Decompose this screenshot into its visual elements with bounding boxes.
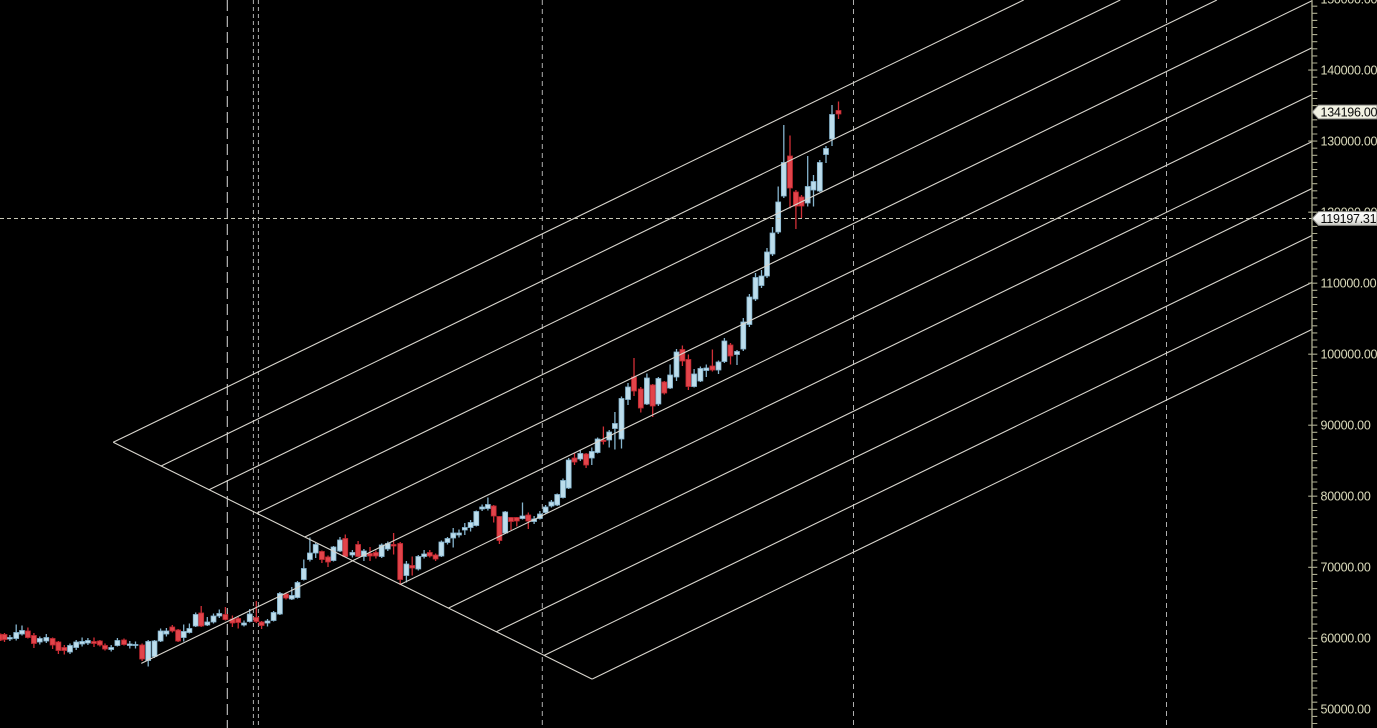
svg-text:130000.00: 130000.00 bbox=[1321, 135, 1377, 149]
svg-text:134196.00: 134196.00 bbox=[1321, 106, 1377, 120]
svg-text:70000.00: 70000.00 bbox=[1321, 561, 1371, 575]
svg-text:60000.00: 60000.00 bbox=[1321, 632, 1371, 646]
svg-text:90000.00: 90000.00 bbox=[1321, 419, 1371, 433]
svg-text:110000.00: 110000.00 bbox=[1321, 277, 1377, 291]
svg-text:100000.00: 100000.00 bbox=[1321, 348, 1377, 362]
svg-text:80000.00: 80000.00 bbox=[1321, 490, 1371, 504]
svg-text:50000.00: 50000.00 bbox=[1321, 703, 1371, 717]
svg-text:140000.00: 140000.00 bbox=[1321, 64, 1377, 78]
svg-text:150000.00: 150000.00 bbox=[1321, 0, 1377, 6]
svg-text:119197.31: 119197.31 bbox=[1321, 212, 1377, 226]
